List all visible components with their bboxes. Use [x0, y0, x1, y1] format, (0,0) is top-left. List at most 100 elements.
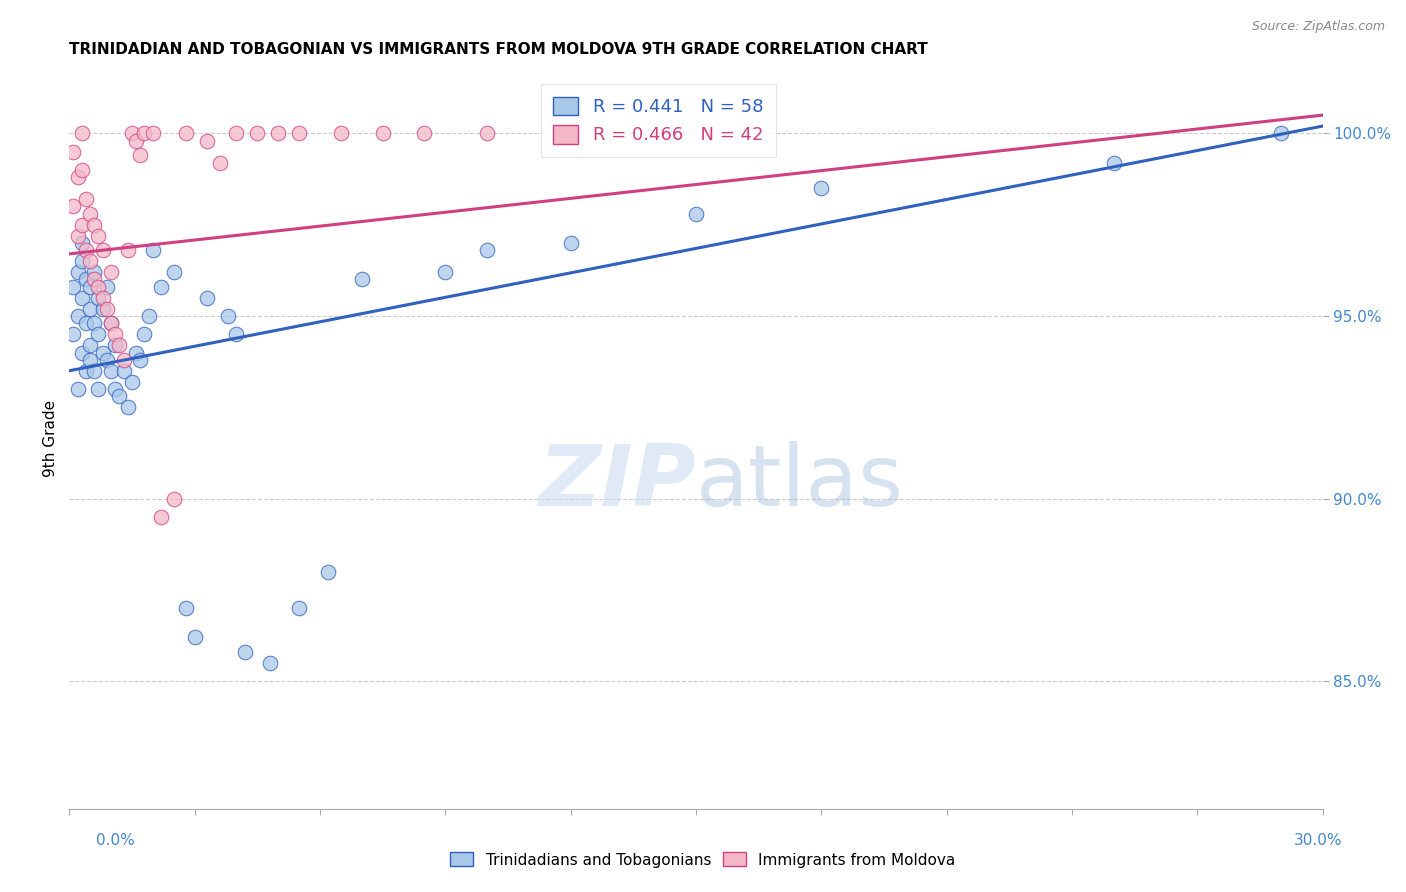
- Point: [100, 316, 122, 330]
- Point: [560, 235, 582, 250]
- Point: [259, 656, 281, 670]
- Point: [75, 192, 97, 206]
- Y-axis label: 9th Grade: 9th Grade: [44, 400, 58, 477]
- Point: [70, 345, 93, 359]
- Point: [475, 127, 498, 141]
- Point: [91, 345, 114, 359]
- Point: [134, 127, 156, 141]
- Point: [87, 228, 110, 243]
- Point: [87, 291, 110, 305]
- Point: [104, 338, 127, 352]
- Point: [70, 254, 93, 268]
- Point: [70, 218, 93, 232]
- Point: [225, 127, 247, 141]
- Text: ZIP: ZIP: [538, 442, 696, 524]
- Point: [83, 218, 105, 232]
- Point: [208, 155, 231, 169]
- Point: [288, 127, 311, 141]
- Point: [104, 327, 127, 342]
- Point: [217, 309, 239, 323]
- Point: [62, 199, 84, 213]
- Point: [138, 309, 160, 323]
- Point: [183, 631, 205, 645]
- Point: [91, 291, 114, 305]
- Point: [150, 279, 173, 293]
- Point: [112, 364, 135, 378]
- Point: [163, 491, 186, 506]
- Point: [79, 301, 101, 316]
- Point: [288, 601, 311, 615]
- Text: 0.0%: 0.0%: [96, 833, 135, 847]
- Point: [246, 127, 269, 141]
- Point: [195, 291, 218, 305]
- Point: [66, 170, 89, 185]
- Text: atlas: atlas: [696, 442, 904, 524]
- Point: [350, 272, 373, 286]
- Point: [174, 127, 197, 141]
- Point: [371, 127, 394, 141]
- Point: [129, 352, 152, 367]
- Point: [96, 301, 118, 316]
- Point: [267, 127, 290, 141]
- Point: [434, 265, 457, 279]
- Point: [66, 228, 89, 243]
- Point: [83, 364, 105, 378]
- Point: [100, 316, 122, 330]
- Text: TRINIDADIAN AND TOBAGONIAN VS IMMIGRANTS FROM MOLDOVA 9TH GRADE CORRELATION CHAR: TRINIDADIAN AND TOBAGONIAN VS IMMIGRANTS…: [69, 42, 928, 57]
- Point: [83, 272, 105, 286]
- Point: [75, 316, 97, 330]
- Point: [121, 375, 143, 389]
- Point: [70, 127, 93, 141]
- Point: [91, 244, 114, 258]
- Point: [121, 127, 143, 141]
- Point: [125, 345, 148, 359]
- Point: [233, 645, 256, 659]
- Legend: Trinidadians and Tobagonians, Immigrants from Moldova: Trinidadians and Tobagonians, Immigrants…: [444, 847, 962, 873]
- Point: [75, 244, 97, 258]
- Text: 30.0%: 30.0%: [1295, 833, 1343, 847]
- Point: [75, 364, 97, 378]
- Point: [83, 316, 105, 330]
- Point: [96, 352, 118, 367]
- Point: [1102, 155, 1125, 169]
- Point: [87, 382, 110, 396]
- Point: [195, 134, 218, 148]
- Point: [163, 265, 186, 279]
- Point: [108, 338, 131, 352]
- Point: [66, 265, 89, 279]
- Point: [91, 301, 114, 316]
- Point: [104, 382, 127, 396]
- Point: [79, 352, 101, 367]
- Point: [329, 127, 352, 141]
- Point: [83, 265, 105, 279]
- Point: [174, 601, 197, 615]
- Point: [117, 244, 139, 258]
- Point: [134, 327, 156, 342]
- Point: [225, 327, 247, 342]
- Point: [70, 162, 93, 177]
- Point: [100, 265, 122, 279]
- Point: [62, 279, 84, 293]
- Point: [810, 181, 832, 195]
- Point: [413, 127, 436, 141]
- Text: Source: ZipAtlas.com: Source: ZipAtlas.com: [1251, 20, 1385, 33]
- Point: [70, 235, 93, 250]
- Point: [150, 509, 173, 524]
- Point: [685, 207, 707, 221]
- Legend: R = 0.441   N = 58, R = 0.466   N = 42: R = 0.441 N = 58, R = 0.466 N = 42: [540, 84, 776, 157]
- Point: [1270, 127, 1292, 141]
- Point: [87, 279, 110, 293]
- Point: [316, 565, 339, 579]
- Point: [125, 134, 148, 148]
- Point: [475, 244, 498, 258]
- Point: [108, 389, 131, 403]
- Point: [62, 327, 84, 342]
- Point: [79, 338, 101, 352]
- Point: [62, 145, 84, 159]
- Point: [79, 254, 101, 268]
- Point: [100, 364, 122, 378]
- Point: [87, 327, 110, 342]
- Point: [79, 207, 101, 221]
- Point: [66, 382, 89, 396]
- Point: [129, 148, 152, 162]
